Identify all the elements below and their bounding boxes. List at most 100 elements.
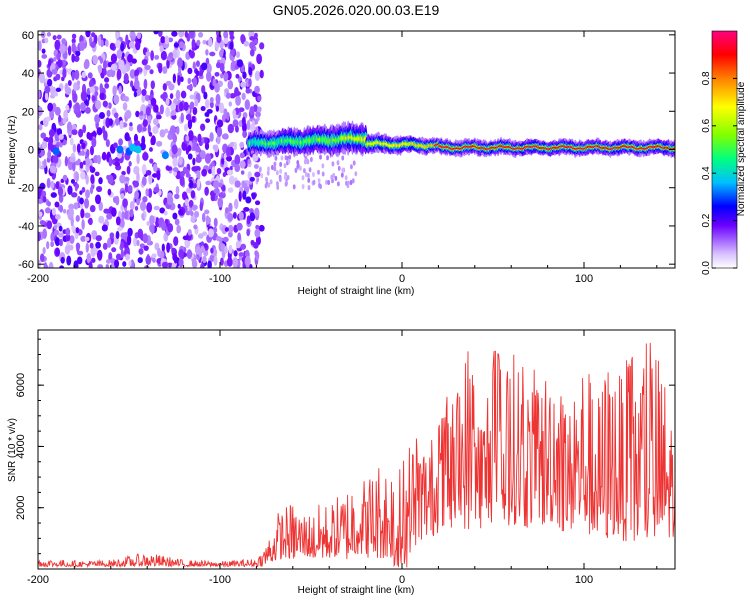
heatmap-cell [221,133,229,140]
heatmap-cell [81,219,85,230]
heatmap-cell [47,150,52,160]
heatmap-cell [227,123,234,134]
heatmap-cell [229,165,233,171]
heatmap-cell [50,232,54,242]
heatmap-cell [173,42,179,48]
heatmap-cell [105,264,110,268]
heatmap-cell [147,188,153,198]
heatmap-cell [89,186,94,194]
heatmap-cell [273,161,277,167]
heatmap-cell [195,145,201,153]
heatmap-cell [89,86,95,93]
heatmap-cell [336,160,340,166]
heatmap-cell [189,179,194,188]
heatmap-cell [99,83,104,94]
heatmap-cell [166,58,170,69]
heatmap-cell [180,90,187,99]
heatmap-cell [41,140,48,149]
heatmap-cell [252,153,259,162]
heatmap-cell [146,221,150,226]
x-tick-label: -200 [27,273,49,285]
heatmap-cell [89,145,94,156]
heatmap-cell [185,113,192,121]
heatmap-cell [44,91,49,101]
heatmap-cell [248,66,253,76]
heatmap-cell [106,259,111,264]
heatmap-cell [204,153,212,164]
x-tick-label: 0 [399,273,405,285]
heatmap-cell [209,51,216,57]
heatmap-cell [214,71,220,77]
heatmap-cell [116,145,124,154]
colorbar-tick-label: 0.2 [701,213,712,227]
heatmap-cell [112,85,117,96]
heatmap-cell [223,108,228,116]
heatmap-cell [95,241,101,249]
heatmap-cell [107,237,112,249]
heatmap-cell [75,51,81,57]
heatmap-cell [75,183,80,189]
heatmap-cell [58,225,63,232]
heatmap-cell [89,204,96,213]
heatmap-cell [330,174,334,180]
y-tick-label: 2000 [15,495,27,519]
heatmap-cell [166,166,173,171]
heatmap-cell [84,107,91,114]
heatmap-cell [249,41,256,50]
heatmap-cell [97,264,104,268]
heatmap-cell [105,39,109,47]
heatmap-cell [124,210,129,220]
heatmap-cell [119,120,124,130]
heatmap-cell [53,91,59,97]
heatmap-cell [64,155,69,167]
heatmap-cell [169,93,174,99]
heatmap-cell [256,177,260,183]
snr-frame [37,329,676,570]
heatmap-cell [88,79,94,88]
heatmap-cell [244,99,251,110]
heatmap-cell [71,225,76,232]
heatmap-cell [119,174,126,184]
heatmap-cell [238,211,244,221]
heatmap-cell [249,212,256,222]
heatmap-cell [43,137,50,143]
heatmap-cell [249,48,255,57]
heatmap-cell [240,170,245,175]
y-tick-label: -20 [18,183,34,195]
x-tick-label: -100 [209,273,231,285]
heatmap-cell [241,92,246,101]
heatmap-cell [179,171,185,177]
heatmap-cell [204,137,208,144]
x-tick-label: -200 [27,574,49,586]
heatmap-cell [171,247,176,253]
heatmap-cell [90,131,97,137]
heatmap-cell [193,224,198,230]
heatmap-cell [41,48,46,54]
heatmap-cell [51,67,58,75]
heatmap-cell [57,59,63,68]
heatmap-cell [243,40,250,47]
heatmap-cell [163,210,168,216]
heatmap-cell [86,131,91,140]
heatmap-cell [46,32,52,37]
heatmap-cell [137,228,144,239]
heatmap-cell [241,181,247,189]
heatmap-cell [107,174,114,185]
heatmap-cell [107,102,112,109]
heatmap-cell [266,170,270,176]
heatmap-cell [148,131,153,137]
heatmap-cell [317,169,320,175]
heatmap-cell [149,215,155,226]
heatmap-cell [89,242,94,249]
heatmap-cell [232,257,239,268]
heatmap-cell [69,156,76,163]
heatmap-cell [191,38,196,49]
heatmap-cell [54,201,60,208]
heatmap-cell [129,208,134,218]
heatmap-cell [225,146,231,158]
heatmap-cell [120,249,125,259]
heatmap-cell [106,69,113,78]
heatmap-cell [169,125,177,136]
heatmap-cell [223,71,229,82]
heatmap-cell [280,155,284,161]
